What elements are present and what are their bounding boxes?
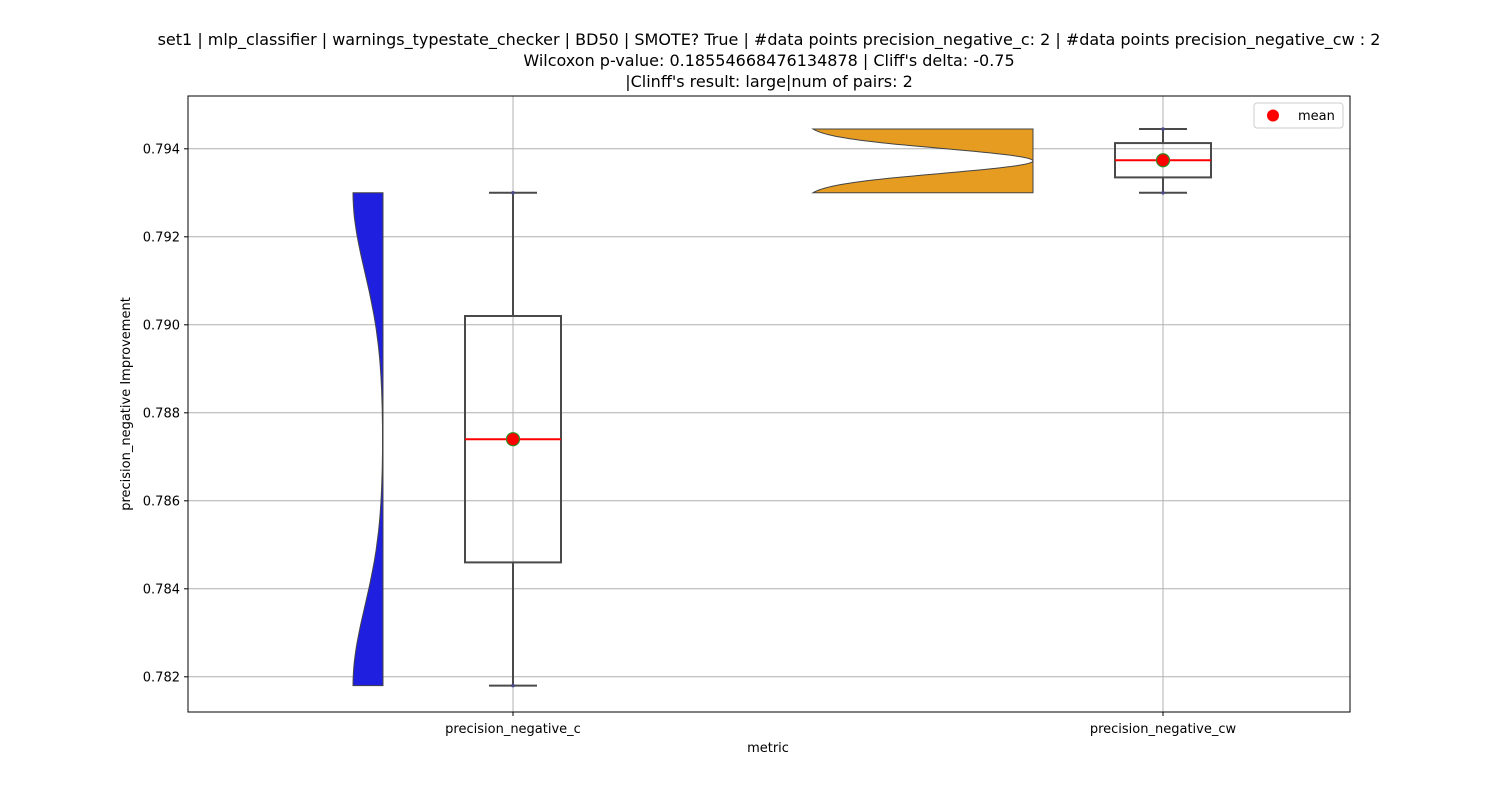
y-tick-label: 0.784 [143, 582, 180, 597]
y-tick-label: 0.782 [143, 670, 180, 685]
violins [352, 128, 1034, 687]
boxplot-precision-negative-cw [1114, 127, 1212, 195]
data-point [1161, 127, 1165, 131]
legend-mean-marker [1267, 109, 1279, 122]
y-tick-label: 0.792 [143, 230, 180, 245]
data-point [1161, 191, 1165, 195]
boxplot-precision-negative-c [464, 191, 562, 688]
legend-label-mean: mean [1298, 109, 1335, 124]
y-tick-label: 0.788 [143, 406, 180, 421]
plot-frame [187, 95, 1351, 713]
x-tick-label: precision_negative_cw [1090, 722, 1237, 737]
legend: mean [1253, 102, 1344, 129]
mean-marker [1155, 153, 1171, 168]
data-point [511, 191, 515, 195]
mean-marker [505, 432, 521, 447]
y-tick-label: 0.794 [143, 142, 180, 157]
chart-title-line-1: set1 | mlp_classifier | warnings_typesta… [157, 30, 1381, 49]
axis-ticks: 0.782 0.784 0.786 0.788 0.790 0.792 0.794 preci… [143, 142, 1237, 737]
chart-title-line-2: Wilcoxon p-value: 0.18554668476134878 | … [523, 51, 1015, 70]
x-axis-label: metric [747, 741, 789, 756]
violin-precision-negative-c [352, 192, 384, 687]
chart-title-line-3: |Clinff's result: large|num of pairs: 2 [625, 72, 913, 91]
data-point [511, 683, 515, 688]
legend-box [1253, 102, 1344, 129]
x-tick-label: precision_negative_c [445, 722, 581, 737]
violin-precision-negative-cw [811, 128, 1034, 194]
y-axis-label: precision_negative Improvement [119, 297, 134, 511]
y-tick-label: 0.790 [143, 318, 180, 333]
boxplots [464, 127, 1212, 688]
y-tick-label: 0.786 [143, 494, 180, 509]
